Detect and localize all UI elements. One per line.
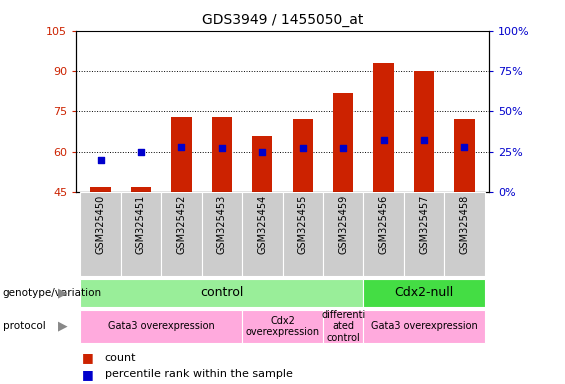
Bar bbox=[363, 279, 485, 306]
Bar bbox=[444, 192, 485, 276]
Point bbox=[379, 137, 388, 144]
Text: GSM325451: GSM325451 bbox=[136, 195, 146, 254]
Text: Gata3 overexpression: Gata3 overexpression bbox=[108, 321, 215, 331]
Bar bbox=[414, 71, 434, 192]
Title: GDS3949 / 1455050_at: GDS3949 / 1455050_at bbox=[202, 13, 363, 27]
Text: GSM325456: GSM325456 bbox=[379, 195, 389, 254]
Bar bbox=[131, 187, 151, 192]
Text: differenti
ated
control: differenti ated control bbox=[321, 310, 366, 343]
Bar bbox=[363, 192, 404, 276]
Text: Cdx2
overexpression: Cdx2 overexpression bbox=[245, 316, 320, 337]
Text: ■: ■ bbox=[82, 351, 94, 364]
Bar bbox=[80, 192, 121, 276]
Bar bbox=[293, 119, 313, 192]
Bar bbox=[373, 63, 394, 192]
Bar bbox=[161, 192, 202, 276]
Text: control: control bbox=[200, 286, 244, 299]
Bar bbox=[90, 187, 111, 192]
Text: GSM325457: GSM325457 bbox=[419, 195, 429, 254]
Bar bbox=[333, 93, 353, 192]
Point bbox=[460, 144, 469, 150]
Bar bbox=[323, 192, 363, 276]
Bar bbox=[202, 192, 242, 276]
Bar bbox=[282, 192, 323, 276]
Text: count: count bbox=[105, 353, 136, 363]
Point bbox=[177, 144, 186, 150]
Text: ▶: ▶ bbox=[58, 320, 68, 333]
Bar bbox=[212, 117, 232, 192]
Bar bbox=[242, 192, 282, 276]
Bar bbox=[80, 310, 242, 343]
Text: Gata3 overexpression: Gata3 overexpression bbox=[371, 321, 477, 331]
Bar bbox=[252, 136, 272, 192]
Text: GSM325450: GSM325450 bbox=[95, 195, 106, 254]
Text: genotype/variation: genotype/variation bbox=[3, 288, 102, 298]
Text: GSM325454: GSM325454 bbox=[257, 195, 267, 254]
Bar bbox=[80, 279, 363, 306]
Point bbox=[137, 149, 146, 155]
Point bbox=[338, 146, 347, 152]
Point bbox=[258, 149, 267, 155]
Bar bbox=[121, 192, 161, 276]
Bar bbox=[454, 119, 475, 192]
Bar bbox=[242, 310, 323, 343]
Point bbox=[218, 146, 227, 152]
Text: GSM325455: GSM325455 bbox=[298, 195, 308, 254]
Text: Cdx2-null: Cdx2-null bbox=[394, 286, 454, 299]
Bar bbox=[323, 310, 363, 343]
Bar bbox=[171, 117, 192, 192]
Text: GSM325459: GSM325459 bbox=[338, 195, 348, 254]
Point bbox=[419, 137, 428, 144]
Text: ■: ■ bbox=[82, 368, 94, 381]
Text: GSM325458: GSM325458 bbox=[459, 195, 470, 254]
Bar bbox=[404, 192, 444, 276]
Text: protocol: protocol bbox=[3, 321, 46, 331]
Point bbox=[298, 146, 307, 152]
Text: GSM325452: GSM325452 bbox=[176, 195, 186, 254]
Point bbox=[96, 157, 105, 163]
Text: percentile rank within the sample: percentile rank within the sample bbox=[105, 369, 293, 379]
Text: GSM325453: GSM325453 bbox=[217, 195, 227, 254]
Text: ▶: ▶ bbox=[58, 286, 68, 299]
Bar bbox=[363, 310, 485, 343]
